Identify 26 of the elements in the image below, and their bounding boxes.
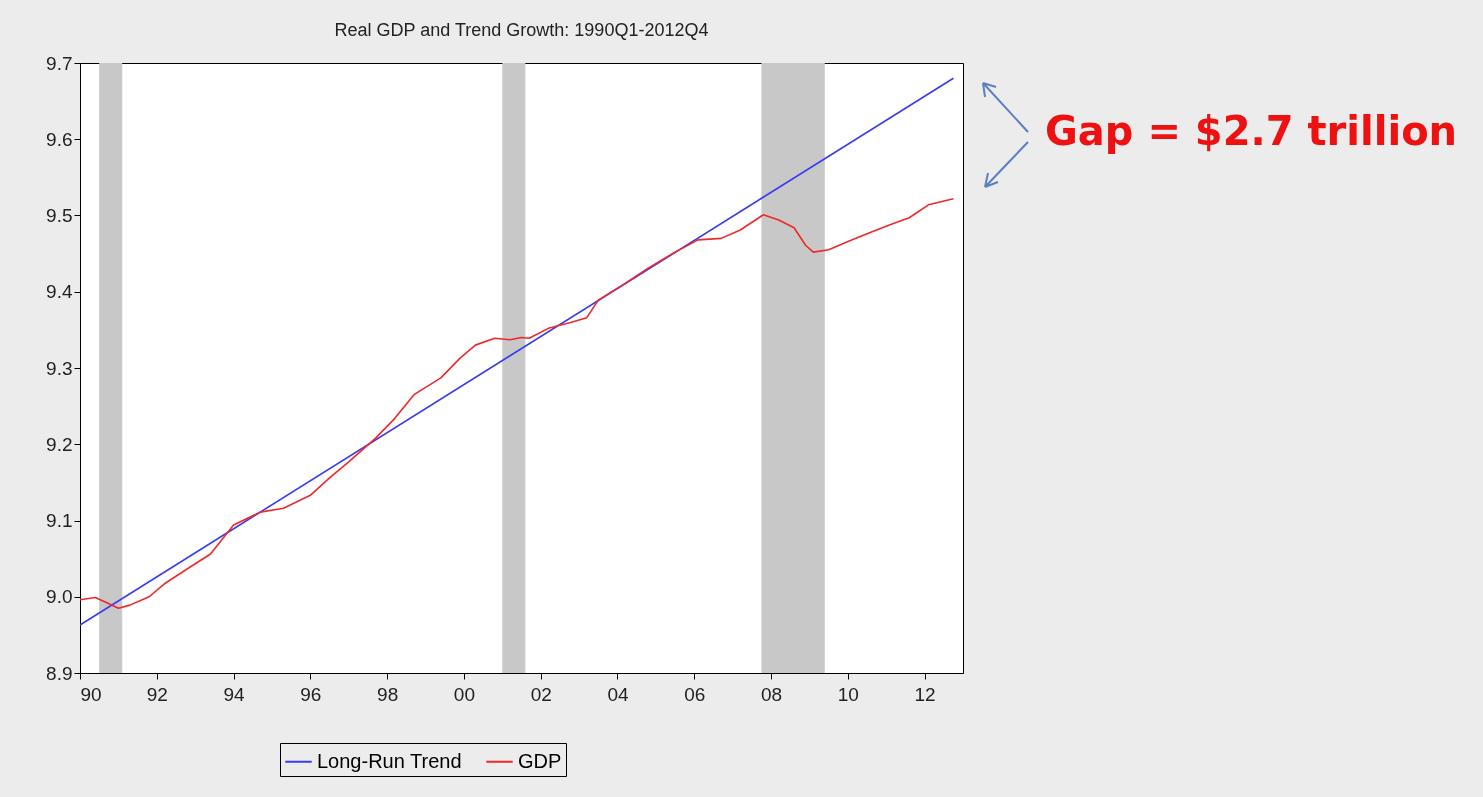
x-tick-label: 08 xyxy=(760,683,783,705)
x-tick-label: 06 xyxy=(684,683,706,705)
y-tick-label: 9.0 xyxy=(46,586,73,608)
x-tick-label: 04 xyxy=(607,683,629,705)
legend-label: GDP xyxy=(518,749,562,772)
y-tick-label: 8.9 xyxy=(46,662,73,684)
y-tick-label: 9.6 xyxy=(46,128,73,150)
line-series xyxy=(80,197,955,609)
x-tick-label: 96 xyxy=(300,683,322,705)
y-tick-label: 9.5 xyxy=(46,205,73,226)
x-tick-label: 94 xyxy=(223,683,246,705)
x-tick-label: 10 xyxy=(837,683,859,705)
x-tick-label: 00 xyxy=(453,683,475,705)
y-tick-label: 9.3 xyxy=(46,357,73,379)
y-tick-label: 9.4 xyxy=(46,281,73,303)
text: Gap = $2.7 trillion xyxy=(1045,108,1458,154)
y-tick-label: 9.1 xyxy=(46,510,73,531)
y-tick-label: 9.7 xyxy=(46,52,73,74)
legend-label: Long-Run Trend xyxy=(317,749,462,772)
x-tick-label: 98 xyxy=(377,683,399,705)
x-tick-label: 92 xyxy=(146,683,168,705)
chart-title: Real GDP and Trend Growth: 1990Q1-2012Q4 xyxy=(334,20,709,40)
x-tick-label: 12 xyxy=(914,683,936,705)
x-tick-label: 90 xyxy=(80,683,102,705)
y-tick-label: 9.2 xyxy=(46,433,73,455)
x-tick-label: 02 xyxy=(530,683,552,705)
